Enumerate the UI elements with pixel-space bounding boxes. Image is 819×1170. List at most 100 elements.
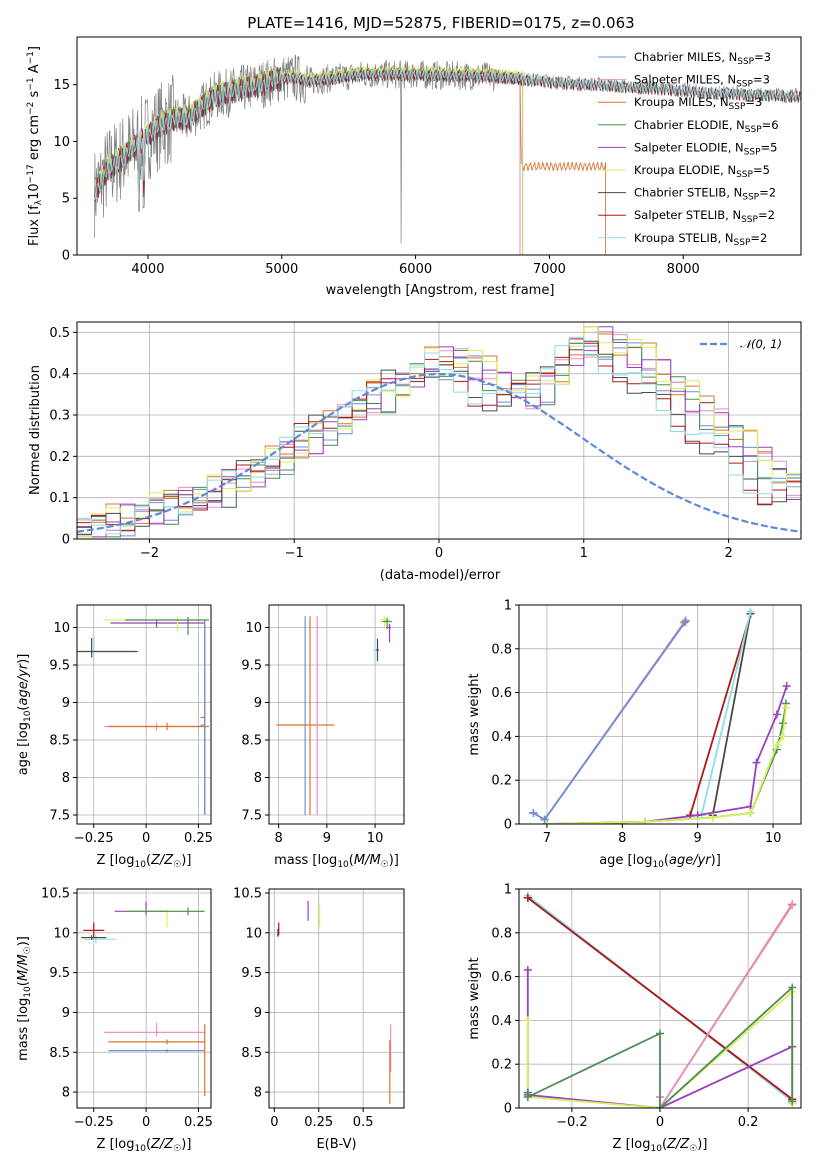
model-kroupa-elodie-line — [93, 65, 524, 255]
weight-vs-Z-ytick-label: 0.2 — [491, 1058, 512, 1073]
weight-marker — [681, 617, 690, 626]
y-axis-label-part: 10 — [27, 183, 42, 200]
y-axis-label-part: ( — [16, 981, 31, 986]
axes-frame — [76, 321, 802, 540]
residuals-ytick-label: 0.3 — [49, 409, 70, 424]
legend-entry: Chabrier ELODIE, NSSP=6 — [634, 118, 779, 135]
mass-vs-ebv-xtick-label: 0.5 — [353, 1115, 374, 1130]
legend-entry-part: Kroupa MILES, N — [634, 95, 729, 109]
mass-vs-Z-xtick-label: 0.25 — [184, 1115, 213, 1130]
age-vs-Z-plot-area — [77, 616, 209, 815]
mass-vs-ebv-xtick-label: 0.25 — [304, 1115, 333, 1130]
weight-vs-Z-ytick-label: 1 — [504, 883, 512, 898]
histogram-kroupa-stelib — [77, 336, 801, 535]
residuals-ytick-label: 0.1 — [49, 491, 70, 506]
y-axis-label-part: λ — [34, 199, 44, 205]
y-axis-label-part: −2 — [26, 102, 36, 115]
weight-vs-Z-xtick-label: −0.2 — [556, 1115, 588, 1130]
legend-entry-part: SSP — [729, 102, 746, 112]
legend-entry: Salpeter STELIB, NSSP=2 — [634, 208, 775, 225]
spectrum-xtick-label: 7000 — [533, 262, 566, 277]
mass-vs-Z-ytick-label: 10 — [53, 926, 70, 941]
mass-vs-ebv-panel: 0 0.25 0.5 8 8.5 9 9.5 10 10.5 E(B-V) — [233, 886, 405, 1152]
age-vs-Z-xtick-label: −0.25 — [74, 831, 114, 846]
weight-marker — [656, 1104, 664, 1108]
mass-vs-ebv-ytick-label: 9.5 — [241, 966, 262, 981]
x-axis-label-part: ☉ — [381, 860, 389, 870]
residuals-ytick-label: 0 — [62, 533, 70, 548]
age-vs-Z-ytick-label: 8 — [62, 771, 70, 786]
legend-entry-part: Chabrier STELIB, N — [634, 186, 742, 200]
weight-marker — [542, 820, 551, 824]
mass-vs-Z-xtick-label: −0.25 — [74, 1115, 114, 1130]
weight-marker — [788, 1097, 797, 1106]
x-axis-label-part: Z/Z — [150, 1137, 174, 1152]
legend-entry-part: SSP — [744, 147, 761, 157]
weight-vs-age-xtick-label: 10 — [765, 831, 782, 846]
legend-entry-part: SSP — [737, 57, 754, 67]
y-axis-label: Flux [fλ10−17 erg cm−2 s−1 A−1] — [26, 46, 44, 246]
x-axis-label-part: 10 — [337, 860, 349, 870]
x-axis-label-part: Z [log — [97, 1137, 135, 1152]
y-axis-label-part: age [log — [16, 722, 31, 775]
y-axis-label-part: ☉ — [23, 946, 33, 954]
weight-marker — [772, 710, 781, 719]
weight-marker — [640, 817, 649, 824]
weight-marker — [788, 901, 797, 910]
age-vs-Z-xtick-label: 0.25 — [184, 831, 213, 846]
y-axis-label: Normed distribution — [28, 365, 43, 495]
age-vs-Z-ytick-label: 10 — [53, 621, 70, 636]
mass-vs-ebv-ytick-label: 8.5 — [241, 1046, 262, 1061]
x-axis-label-part: 10 — [652, 860, 664, 870]
x-axis-label-part: Z [log — [613, 1137, 651, 1152]
age-vs-Z-ytick-label: 9 — [62, 696, 70, 711]
spectrum-xtick-label: 5000 — [265, 262, 298, 277]
axes-frame — [268, 604, 405, 825]
x-axis-label-part: Z/Z — [150, 853, 174, 868]
mass-vs-Z-ytick-label: 9 — [62, 1006, 70, 1021]
weight-line — [711, 613, 752, 816]
axes-frame — [76, 36, 802, 256]
x-axis-label-part: ☉ — [173, 1144, 181, 1154]
mass-vs-ebv-plot-area — [277, 900, 392, 1105]
legend-entry-part: Chabrier MILES, N — [634, 50, 737, 64]
residuals-ytick-label: 0.2 — [49, 450, 70, 465]
y-axis-label-part: erg cm — [27, 115, 42, 164]
y-axis-label-part: mass [log — [16, 998, 31, 1061]
age-vs-Z-ytick-label: 7.5 — [49, 809, 70, 824]
model-kroupa-stelib-line — [93, 68, 801, 201]
age-vs-mass-ytick-label: 10 — [245, 621, 262, 636]
legend-entry-part: Kroupa ELODIE, N — [634, 163, 736, 177]
y-axis-label-part: 10 — [23, 986, 33, 998]
age-vs-Z-ytick-label: 8.5 — [49, 734, 70, 749]
age-vs-mass-ytick-label: 8.5 — [241, 734, 262, 749]
x-axis-label-part: ( — [662, 1137, 667, 1152]
residuals-plot-area — [77, 326, 801, 538]
y-axis-label-part: ( — [16, 706, 31, 711]
mass-vs-ebv-ytick-label: 8 — [254, 1086, 262, 1101]
x-axis-label-part: Z [log — [97, 853, 135, 868]
weight-marker — [781, 703, 790, 712]
axes-frame — [268, 888, 405, 1109]
weight-vs-Z-xtick-label: 0.2 — [738, 1115, 759, 1130]
x-axis-label-part: ( — [349, 853, 354, 868]
y-axis-label-part: age/yr — [16, 662, 31, 705]
weight-vs-age-xtick-label: 8 — [618, 831, 626, 846]
mass-vs-ebv-ytick-label: 9 — [254, 1006, 262, 1021]
age-vs-mass-ytick-label: 7.5 — [241, 809, 262, 824]
weight-vs-age-ytick-label: 0.4 — [491, 730, 512, 745]
weight-vs-Z-xtick-label: 0 — [656, 1115, 664, 1130]
residuals-xtick-label: −1 — [285, 546, 304, 561]
spectrum-ytick-label: 5 — [62, 192, 70, 207]
residuals-ytick-label: 0.5 — [49, 326, 70, 341]
x-axis-label-part: mass [log — [274, 853, 337, 868]
x-axis-label-part: age/yr — [669, 853, 712, 868]
age-vs-mass-ytick-label: 9 — [254, 696, 262, 711]
x-axis-label-part: age [log — [599, 853, 652, 868]
legend-entry-part: SSP — [742, 193, 759, 203]
spectrum-xtick-label: 8000 — [667, 262, 700, 277]
legend-entry-part: =5 — [753, 163, 770, 177]
x-axis-label-part: ☉ — [173, 860, 181, 870]
spectrum-xtick-label: 6000 — [399, 262, 432, 277]
